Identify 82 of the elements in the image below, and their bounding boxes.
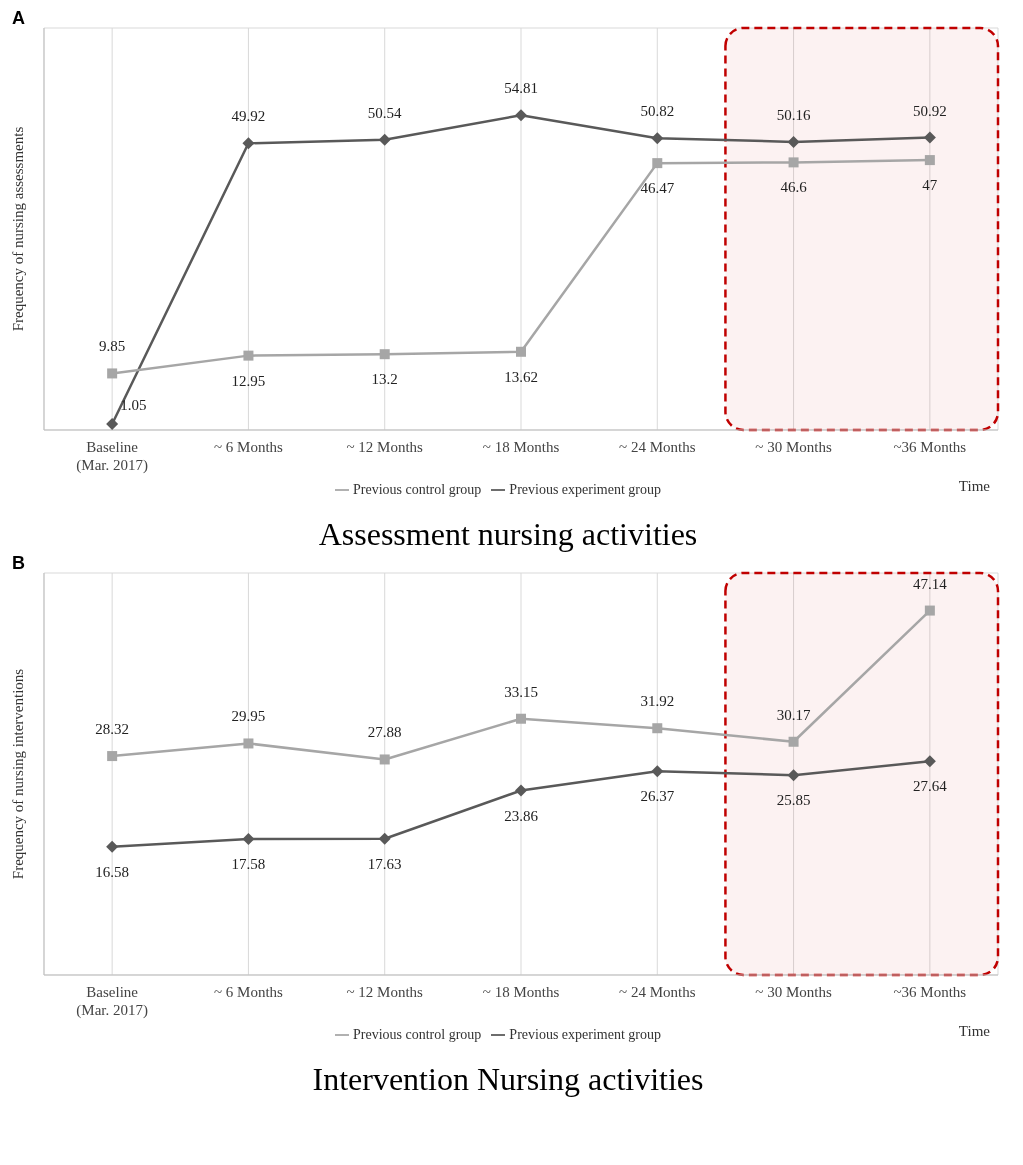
x-tick-label: ~36 Months xyxy=(893,439,967,455)
point xyxy=(107,751,118,762)
point xyxy=(516,346,526,357)
data-label: 46.47 xyxy=(640,180,675,197)
point xyxy=(923,131,936,144)
text: Intervention Nursing activities xyxy=(311,1061,705,1098)
y-axis-title: Frequency of nursing interventions xyxy=(10,668,27,880)
point xyxy=(924,155,935,166)
data-label: 54.81 xyxy=(504,80,538,97)
x-tick-label: Baseline (Mar. 2017) xyxy=(76,984,148,1019)
y-axis-title: Frequency of nursing assessments xyxy=(10,126,27,332)
point xyxy=(379,349,390,360)
point xyxy=(787,135,800,148)
data-label: 50.92 xyxy=(912,102,947,119)
point xyxy=(652,723,663,734)
x-tick-label: ~ 30 Months xyxy=(755,439,832,455)
point xyxy=(379,754,390,765)
x-tick-label: ~ 6 Months xyxy=(213,984,284,1000)
point xyxy=(106,417,119,430)
legend-label: Previous experiment group xyxy=(509,482,661,497)
point xyxy=(242,137,255,150)
text: Time xyxy=(958,1023,990,1040)
data-label: 26.37 xyxy=(640,788,675,805)
legend-label: Previous control group xyxy=(353,1027,482,1042)
data-label: 23.86 xyxy=(504,807,539,824)
data-label: 50.16 xyxy=(776,106,811,123)
point xyxy=(515,109,527,122)
data-label: 46.6 xyxy=(780,179,808,196)
x-tick-label: ~ 18 Months xyxy=(482,984,560,1000)
data-label: 33.15 xyxy=(504,683,538,700)
point xyxy=(651,132,664,145)
x-tick-label: ~ 12 Months xyxy=(346,439,424,455)
data-label: 50.82 xyxy=(640,103,675,120)
data-label: 12.95 xyxy=(231,372,266,389)
x-tick-label: ~ 30 Months xyxy=(755,984,832,1000)
data-label: 13.2 xyxy=(371,371,398,388)
x-tick-label: Baseline (Mar. 2017) xyxy=(76,439,148,474)
point xyxy=(378,133,391,146)
point xyxy=(378,832,391,845)
text: Assessment nursing activities xyxy=(317,516,699,553)
data-label: 27.64 xyxy=(912,778,948,795)
point xyxy=(923,755,936,768)
point xyxy=(107,368,118,379)
point xyxy=(106,840,119,853)
data-label: 47 xyxy=(922,177,938,194)
data-label: 28.32 xyxy=(95,721,130,738)
point xyxy=(242,833,255,846)
point xyxy=(243,738,254,749)
text: B xyxy=(12,553,25,574)
data-label: 50.54 xyxy=(367,104,403,121)
x-tick-label: ~ 24 Months xyxy=(619,984,696,1000)
legend-label: Previous control group xyxy=(353,482,482,497)
data-label: 1.05 xyxy=(120,396,147,413)
x-tick-label: ~ 18 Months xyxy=(482,439,560,455)
point xyxy=(516,713,526,724)
point xyxy=(243,350,254,361)
x-tick-label: ~ 6 Months xyxy=(213,439,284,455)
point xyxy=(788,736,799,747)
data-label: 49.92 xyxy=(231,108,266,125)
data-label: 30.17 xyxy=(776,706,811,723)
data-label: 16.58 xyxy=(95,863,130,880)
text: Time xyxy=(958,478,990,495)
data-label: 27.88 xyxy=(367,724,402,741)
data-label: 31.92 xyxy=(640,693,675,710)
data-label: 17.58 xyxy=(231,856,266,873)
text: A xyxy=(12,8,25,29)
point xyxy=(787,769,800,782)
point xyxy=(924,605,935,616)
legend-label: Previous experiment group xyxy=(509,1027,661,1042)
data-label: 29.95 xyxy=(231,708,266,725)
point xyxy=(651,765,664,778)
x-tick-label: ~36 Months xyxy=(893,984,967,1000)
point xyxy=(652,158,663,169)
x-tick-label: ~ 24 Months xyxy=(619,439,696,455)
point xyxy=(788,157,799,168)
data-label: 17.63 xyxy=(367,855,402,872)
point xyxy=(515,784,527,797)
data-label: 9.85 xyxy=(99,338,126,355)
data-label: 13.62 xyxy=(504,368,538,385)
data-label: 47.14 xyxy=(912,575,948,592)
x-tick-label: ~ 12 Months xyxy=(346,984,424,1000)
data-label: 25.85 xyxy=(776,792,811,809)
